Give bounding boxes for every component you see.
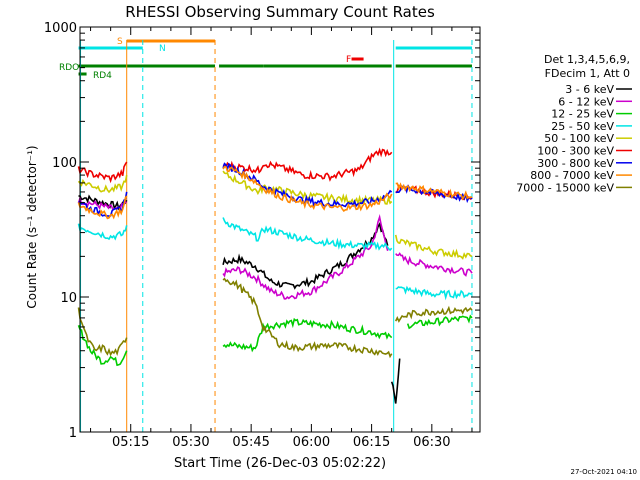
axes: 1 10 100 1000 05:15 05:30 05:45 06:00 06:15 06:30	[44, 21, 481, 450]
x-tick-label-1: 05:30	[172, 435, 209, 450]
plot-frame	[79, 26, 481, 433]
series-line-300-800kev-0	[78, 191, 128, 217]
series-line-3-6kev-2	[390, 358, 401, 404]
x-tick-label-0: 05:15	[112, 435, 149, 450]
series-line-100-300kev-1	[222, 147, 393, 182]
x-tick-label-4: 06:15	[353, 435, 390, 450]
legend-header-line-2: FDecim 1, Att 0	[545, 67, 630, 80]
state-bar-label-s: S	[117, 37, 123, 47]
legend-label-6-12kev: 6 - 12 keV	[558, 95, 614, 108]
legend-label-300-800kev: 300 - 800 keV	[537, 157, 614, 170]
legend-label-800-7000kev: 800 - 7000 keV	[530, 169, 614, 182]
legend-label-25-50kev: 25 - 50 keV	[551, 120, 614, 133]
chart-title: RHESSI Observing Summary Count Rates	[125, 3, 435, 21]
series-line-7000-15000kev-2	[394, 305, 473, 323]
series-line-25-50kev-2	[395, 285, 473, 301]
series-line-12-25kev-2	[406, 314, 473, 330]
y-tick-label-1: 10	[60, 291, 77, 306]
y-tick-label-2: 100	[52, 156, 77, 171]
footer-timestamp: 27-Oct-2021 04:10	[571, 468, 637, 476]
legend-header-line-1: Det 1,3,4,5,6,9,	[544, 53, 630, 66]
series-line-7000-15000kev-0	[77, 307, 128, 357]
state-bar-label-f: F	[346, 55, 351, 65]
series-line-25-50kev-1	[222, 217, 393, 252]
legend-label-12-25kev: 12 - 25 keV	[551, 108, 614, 121]
x-tick-label-2: 05:45	[232, 435, 269, 450]
y-axis-label: Count Rate (s⁻¹ detector⁻¹)	[25, 145, 39, 308]
series-line-100-300kev-0	[77, 161, 128, 184]
state-bar-label-n: N	[159, 44, 166, 54]
y-tick-label-0: 1	[69, 426, 77, 441]
series-line-800-7000kev-1	[222, 165, 393, 212]
series-line-7000-15000kev-1	[222, 277, 393, 359]
series-line-12-25kev-0	[77, 325, 128, 367]
series-line-25-50kev-0	[77, 223, 128, 241]
series-line-6-12kev-1	[222, 214, 389, 300]
series-line-300-800kev-1	[222, 162, 393, 208]
x-tick-label-3: 06:00	[293, 435, 330, 450]
legend: Det 1,3,4,5,6,9, FDecim 1, Att 0 3 - 6 k…	[516, 53, 632, 194]
series-line-3-6kev-0	[78, 194, 128, 211]
series-line-6-12kev-2	[395, 252, 473, 277]
y-tick-label-3: 1000	[44, 21, 77, 36]
plot-area: S N RDO RD4 F	[59, 37, 473, 432]
series-line-12-25kev-1	[222, 317, 393, 353]
legend-label-7000-15000kev: 7000 - 15000 keV	[516, 181, 614, 194]
state-bar-label-rd4: RD4	[93, 71, 112, 81]
series-line-50-100kev-0	[77, 174, 128, 194]
x-tick-label-5: 06:30	[413, 435, 450, 450]
series-line-800-7000kev-2	[395, 182, 473, 201]
x-axis-label: Start Time (26-Dec-03 05:02:22)	[174, 456, 386, 471]
series-line-50-100kev-2	[394, 234, 473, 260]
series-line-3-6kev-1	[222, 222, 389, 290]
state-bar-label-rdo: RDO	[59, 63, 79, 73]
legend-label-3-6kev: 3 - 6 keV	[565, 83, 614, 96]
series-line-800-7000kev-0	[77, 195, 128, 220]
legend-label-100-300kev: 100 - 300 keV	[537, 145, 614, 158]
legend-label-50-100kev: 50 - 100 keV	[544, 132, 614, 145]
